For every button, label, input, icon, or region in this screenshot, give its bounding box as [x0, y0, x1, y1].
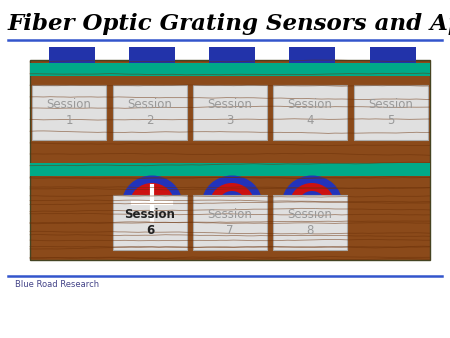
Bar [193, 195, 267, 250]
Bar [113, 85, 187, 140]
Bar [113, 195, 187, 250]
Ellipse shape [148, 199, 156, 207]
Bar [354, 85, 428, 140]
Ellipse shape [282, 175, 342, 231]
Bar [30, 60, 430, 260]
Text: Session
6: Session 6 [125, 208, 176, 237]
Bar [193, 85, 267, 140]
Text: Session
4: Session 4 [288, 98, 333, 127]
Bar [273, 85, 347, 140]
Ellipse shape [290, 183, 334, 223]
Ellipse shape [230, 201, 234, 205]
Bar [209, 47, 255, 63]
Text: Session
5: Session 5 [369, 98, 414, 127]
Ellipse shape [202, 175, 262, 231]
Text: Fiber Optic Grating Sensors and Applications: Fiber Optic Grating Sensors and Applicat… [8, 13, 450, 35]
Ellipse shape [306, 198, 318, 208]
Ellipse shape [210, 183, 254, 223]
Bar [273, 195, 347, 250]
Bar [32, 85, 106, 140]
Bar [49, 47, 95, 63]
Text: Session
8: Session 8 [288, 208, 333, 237]
Bar [289, 47, 335, 63]
Bar [370, 47, 416, 63]
Text: Session
3: Session 3 [207, 98, 252, 127]
Ellipse shape [226, 198, 238, 208]
Ellipse shape [299, 191, 325, 215]
Bar [30, 163, 430, 176]
Bar [129, 47, 175, 63]
Ellipse shape [310, 201, 315, 205]
Text: Session
1: Session 1 [46, 98, 91, 127]
Ellipse shape [130, 183, 174, 223]
Ellipse shape [122, 175, 182, 231]
Text: Session
2: Session 2 [127, 98, 172, 127]
Text: Blue Road Research: Blue Road Research [15, 280, 99, 289]
Text: Session
7: Session 7 [207, 208, 252, 237]
Ellipse shape [219, 191, 245, 215]
Bar [30, 63, 430, 76]
